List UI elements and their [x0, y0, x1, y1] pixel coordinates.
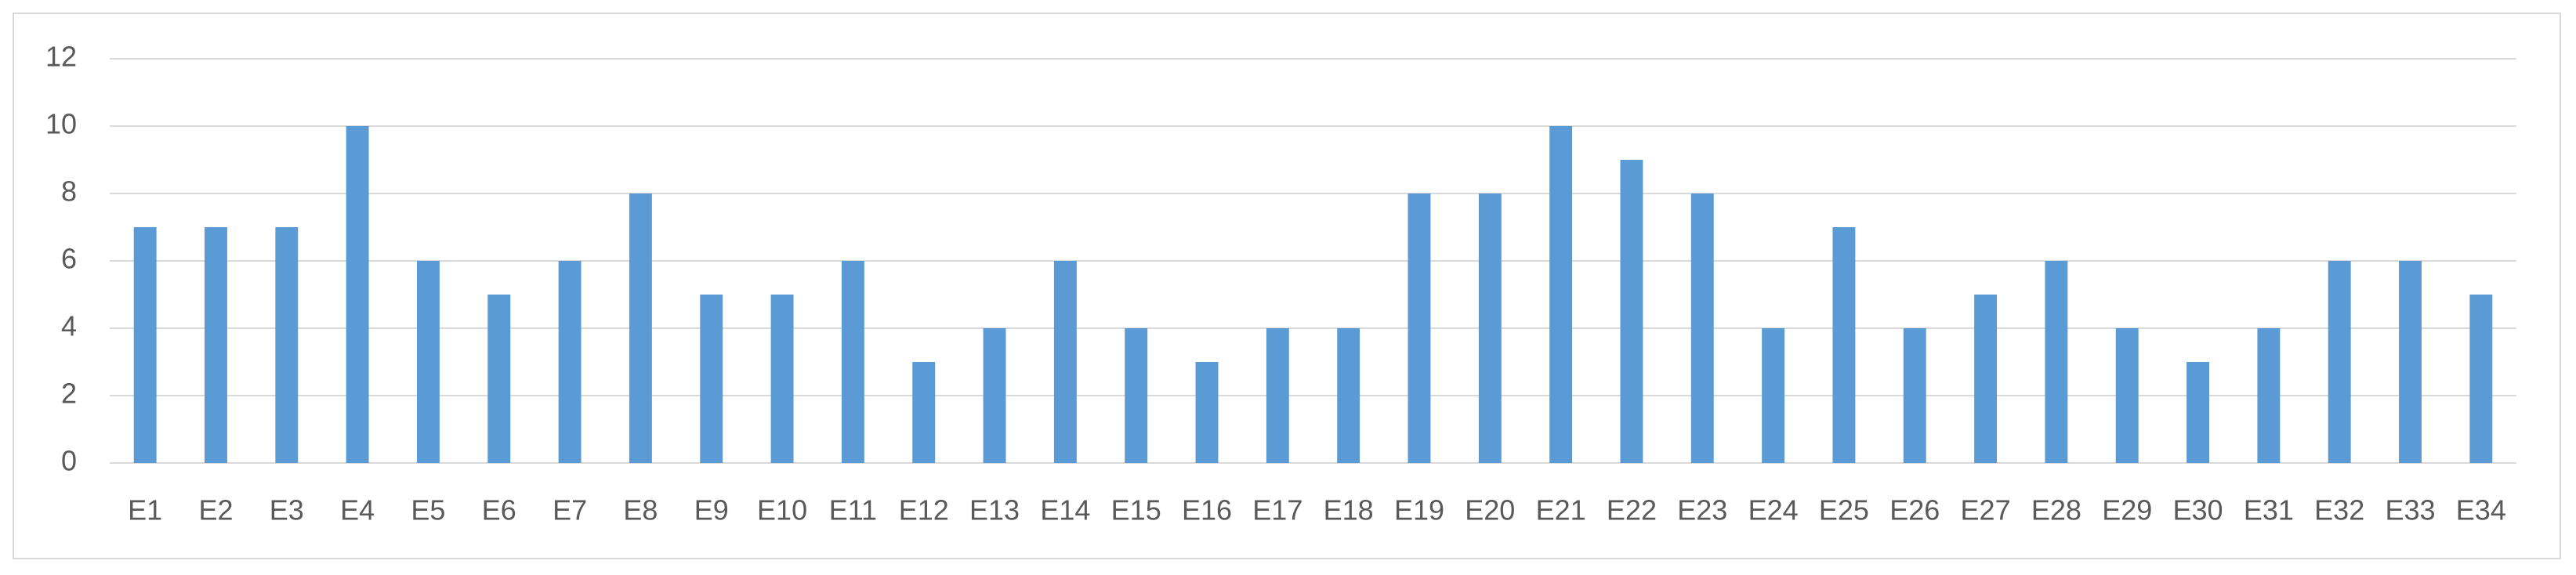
- x-tick-label: E9: [694, 494, 729, 526]
- x-tick-label: E3: [270, 494, 304, 526]
- bar: [2469, 295, 2493, 463]
- x-tick-label: E25: [1819, 494, 1869, 526]
- x-tick-label: E2: [198, 494, 233, 526]
- x-tick-label: E7: [553, 494, 587, 526]
- x-tick-label: E21: [1536, 494, 1586, 526]
- x-tick-label: E5: [411, 494, 445, 526]
- x-tick-label: E20: [1465, 494, 1515, 526]
- x-tick-label: E30: [2173, 494, 2223, 526]
- x-tick-label: E10: [757, 494, 807, 526]
- bar: [2399, 261, 2422, 463]
- bar: [558, 261, 582, 463]
- x-tick-label: E29: [2102, 494, 2152, 526]
- bar: [1337, 328, 1360, 463]
- x-tick-label: E15: [1111, 494, 1161, 526]
- bar: [133, 227, 157, 463]
- bar: [1195, 362, 1219, 463]
- y-tick-label: 0: [61, 445, 77, 477]
- y-tick-label: 12: [45, 41, 77, 73]
- y-tick-label: 6: [61, 243, 77, 275]
- x-tick-label: E17: [1252, 494, 1302, 526]
- y-tick-label: 2: [61, 378, 77, 410]
- x-tick-label: E14: [1040, 494, 1090, 526]
- x-tick-label: E33: [2385, 494, 2435, 526]
- x-tick-label: E22: [1607, 494, 1657, 526]
- bar: [1125, 328, 1148, 463]
- x-tick-label: E1: [128, 494, 162, 526]
- y-tick-label: 4: [61, 310, 77, 342]
- x-tick-label: E4: [340, 494, 375, 526]
- bar: [1974, 295, 1998, 463]
- x-tick-label: E19: [1394, 494, 1444, 526]
- bar: [2328, 261, 2351, 463]
- x-tick-label: E13: [969, 494, 1020, 526]
- bar: [1620, 160, 1643, 463]
- y-tick-label: 10: [45, 108, 77, 140]
- bar: [417, 261, 440, 463]
- bar: [629, 193, 652, 463]
- chart-border: [13, 13, 2561, 559]
- bar: [700, 295, 723, 463]
- bar: [2257, 328, 2281, 463]
- x-tick-label: E6: [482, 494, 516, 526]
- bar: [1762, 328, 1785, 463]
- y-tick-label: 8: [61, 175, 77, 208]
- bar: [912, 362, 936, 463]
- x-tick-label: E11: [829, 494, 877, 526]
- bar: [1903, 328, 1926, 463]
- bar: [841, 261, 864, 463]
- bar: [346, 126, 369, 463]
- x-tick-label: E18: [1324, 494, 1374, 526]
- x-tick-label: E12: [899, 494, 949, 526]
- bar: [2115, 328, 2139, 463]
- x-tick-label: E34: [2456, 494, 2506, 526]
- bar: [275, 227, 299, 463]
- bar: [2045, 261, 2068, 463]
- x-tick-label: E23: [1677, 494, 1727, 526]
- x-tick-label: E24: [1748, 494, 1799, 526]
- bar: [1549, 126, 1573, 463]
- bar: [1478, 193, 1502, 463]
- bar: [770, 295, 794, 463]
- bar: [2187, 362, 2209, 463]
- x-tick-label: E32: [2314, 494, 2364, 526]
- bar: [1408, 193, 1431, 463]
- x-tick-label: E28: [2031, 494, 2081, 526]
- x-tick-label: E27: [1961, 494, 2011, 526]
- bar: [487, 295, 511, 463]
- x-tick-label: E26: [1889, 494, 1940, 526]
- bar: [1053, 261, 1077, 463]
- x-tick-label: E16: [1182, 494, 1232, 526]
- x-tick-label: E31: [2244, 494, 2294, 526]
- bar: [1832, 227, 1856, 463]
- bar: [983, 328, 1006, 463]
- bar: [1690, 193, 1714, 463]
- bar: [1266, 328, 1289, 463]
- bar: [205, 227, 227, 463]
- x-tick-label: E8: [623, 494, 658, 526]
